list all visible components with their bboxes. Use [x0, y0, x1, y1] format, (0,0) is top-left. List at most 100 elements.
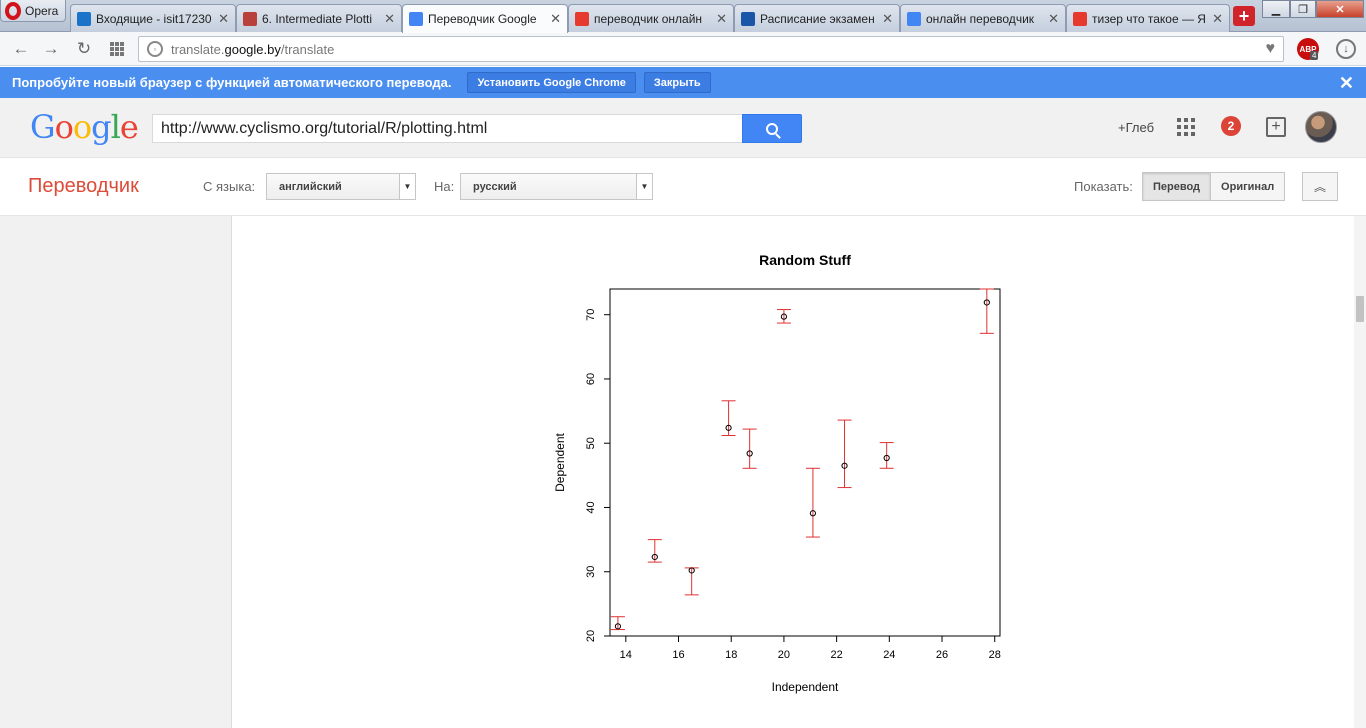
y-tick-label: 30 [585, 566, 597, 578]
reload-icon[interactable]: ↻ [76, 39, 92, 58]
new-tab-button[interactable]: + [1233, 6, 1255, 26]
collapse-header-button[interactable]: ︽ [1302, 172, 1338, 201]
logo-letter: o [54, 108, 74, 146]
target-language-label: На: [434, 179, 455, 194]
data-point [983, 299, 990, 306]
search-icon [766, 122, 778, 135]
data-point [841, 462, 848, 469]
opera-logo-icon [5, 1, 21, 20]
share-plus-icon[interactable]: + [1266, 117, 1286, 137]
minimize-button[interactable]: ▁ [1262, 0, 1290, 18]
browser-tab[interactable]: Переводчик Google ✕ [402, 4, 568, 33]
browser-tab[interactable]: Расписание экзамен ✕ [734, 4, 900, 32]
install-chrome-button[interactable]: Установить Google Chrome [467, 72, 636, 93]
close-tab-icon[interactable]: ✕ [218, 10, 229, 26]
close-window-button[interactable]: ✕ [1316, 0, 1364, 18]
y-tick-label: 20 [585, 630, 597, 642]
y-tick-label: 60 [585, 373, 597, 385]
target-language-value: русский [473, 180, 517, 193]
tab-title: тизер что такое — Я [1092, 11, 1206, 26]
data-point [780, 313, 788, 320]
y-tick-label: 70 [585, 309, 597, 321]
chart-title: Random Stuff [759, 252, 851, 268]
show-label: Показать: [1074, 179, 1133, 194]
close-tab-icon[interactable]: ✕ [882, 10, 893, 26]
chevron-down-icon: ▼ [399, 174, 415, 199]
tab-title: 6. Intermediate Plotti [262, 11, 373, 26]
y-axis-label: Dependent [553, 432, 567, 491]
link-icon [243, 11, 257, 26]
close-infobar-button[interactable]: Закрыть [643, 72, 711, 93]
download-icon[interactable]: ↓ [1336, 39, 1356, 59]
show-original-button[interactable]: Оригинал [1211, 173, 1285, 200]
data-point [809, 510, 817, 517]
browser-tab[interactable]: тизер что такое — Я ✕ [1066, 4, 1230, 32]
errorbar-scatter-chart: Random Stuff Independent Dependent 14 16 18 20… [553, 252, 1001, 694]
y-tick-label: 50 [585, 437, 597, 449]
target-language-select[interactable]: русский ▼ [460, 173, 653, 200]
logo-letter: g [91, 108, 112, 146]
logo-letter: e [119, 108, 139, 146]
plot-frame [609, 288, 1001, 637]
notifications-badge[interactable]: 2 [1221, 116, 1241, 136]
avatar[interactable] [1305, 111, 1337, 143]
left-panel [0, 216, 232, 728]
search-button[interactable] [742, 114, 802, 143]
double-chevron-up-icon: ︽ [1313, 180, 1326, 194]
source-language-select[interactable]: английский ▼ [266, 173, 416, 200]
data-point [688, 567, 695, 574]
maximize-button[interactable]: ❐ [1290, 0, 1316, 18]
browser-tab[interactable]: онлайн переводчик ✕ [900, 4, 1066, 32]
x-tick-label: 20 [778, 649, 790, 661]
bookmark-heart-icon[interactable]: ♥ [1265, 40, 1276, 57]
google-translate-icon [409, 12, 423, 26]
apps-grid-icon[interactable] [1177, 118, 1195, 136]
source-language-value: английский [279, 180, 342, 193]
x-tick-label: 24 [883, 649, 895, 661]
scrollbar-thumb[interactable] [1356, 296, 1364, 322]
url-text: translate.google.by/translate [171, 41, 335, 57]
address-bar[interactable]: ◦ translate.google.by/translate ♥ [138, 36, 1284, 62]
back-arrow-icon[interactable]: ← [12, 39, 30, 58]
y-tick-label: 40 [585, 501, 597, 513]
vertical-scrollbar[interactable] [1354, 216, 1366, 728]
infobar-message: Попробуйте новый браузер с функцией авто… [12, 75, 452, 90]
tab-title: онлайн переводчик [926, 11, 1035, 26]
yandex-icon [575, 11, 589, 26]
source-language-label: С языка: [203, 179, 256, 194]
data-point [883, 454, 890, 462]
dismiss-icon[interactable]: ✕ [1338, 73, 1354, 93]
browser-tab[interactable]: Входящие - isit17230 ✕ [70, 4, 236, 32]
x-axis-label: Independent [772, 680, 839, 694]
forward-arrow-icon[interactable]: → [42, 39, 60, 58]
x-tick-label: 16 [672, 649, 684, 661]
google-logo[interactable]: Google [30, 108, 139, 146]
close-tab-icon[interactable]: ✕ [1048, 10, 1059, 26]
data-point [746, 450, 753, 457]
close-tab-icon[interactable]: ✕ [384, 10, 395, 26]
browser-tab[interactable]: переводчик онлайн ✕ [568, 4, 734, 32]
translated-page-content: Random Stuff Independent Dependent 14 16 18 20… [232, 216, 1354, 728]
logo-letter: l [110, 108, 121, 146]
close-tab-icon[interactable]: ✕ [1212, 10, 1223, 26]
search-input[interactable]: http://www.cyclismo.org/tutorial/R/plott… [152, 114, 743, 143]
google-header: Google http://www.cyclismo.org/tutorial/… [0, 98, 1366, 158]
show-translation-button[interactable]: Перевод [1143, 173, 1212, 200]
close-tab-icon[interactable]: ✕ [716, 10, 727, 26]
browser-tab[interactable]: 6. Intermediate Plotti ✕ [236, 4, 402, 32]
tab-strip: Opera Входящие - isit17230 ✕ 6. Intermedia… [0, 0, 1366, 33]
search-input-value: http://www.cyclismo.org/tutorial/R/plott… [161, 119, 488, 137]
data-point [614, 623, 622, 630]
opera-menu-button[interactable]: Opera [0, 0, 66, 22]
user-profile-link[interactable]: +Глеб [1118, 120, 1155, 135]
translator-toolbar: Переводчик С языка: английский ▼ На: рус… [0, 158, 1366, 216]
tab-title: Входящие - isit17230 [96, 11, 212, 26]
page-title[interactable]: Переводчик [28, 175, 139, 197]
x-tick-label: 18 [725, 649, 737, 661]
mail-icon [77, 11, 91, 26]
speed-dial-grid-icon[interactable] [106, 38, 128, 60]
tab-title: Расписание экзамен [760, 11, 875, 26]
close-tab-icon[interactable]: ✕ [550, 11, 561, 26]
web-page-icon: ◦ [147, 41, 163, 57]
x-tick-label: 22 [830, 649, 842, 661]
